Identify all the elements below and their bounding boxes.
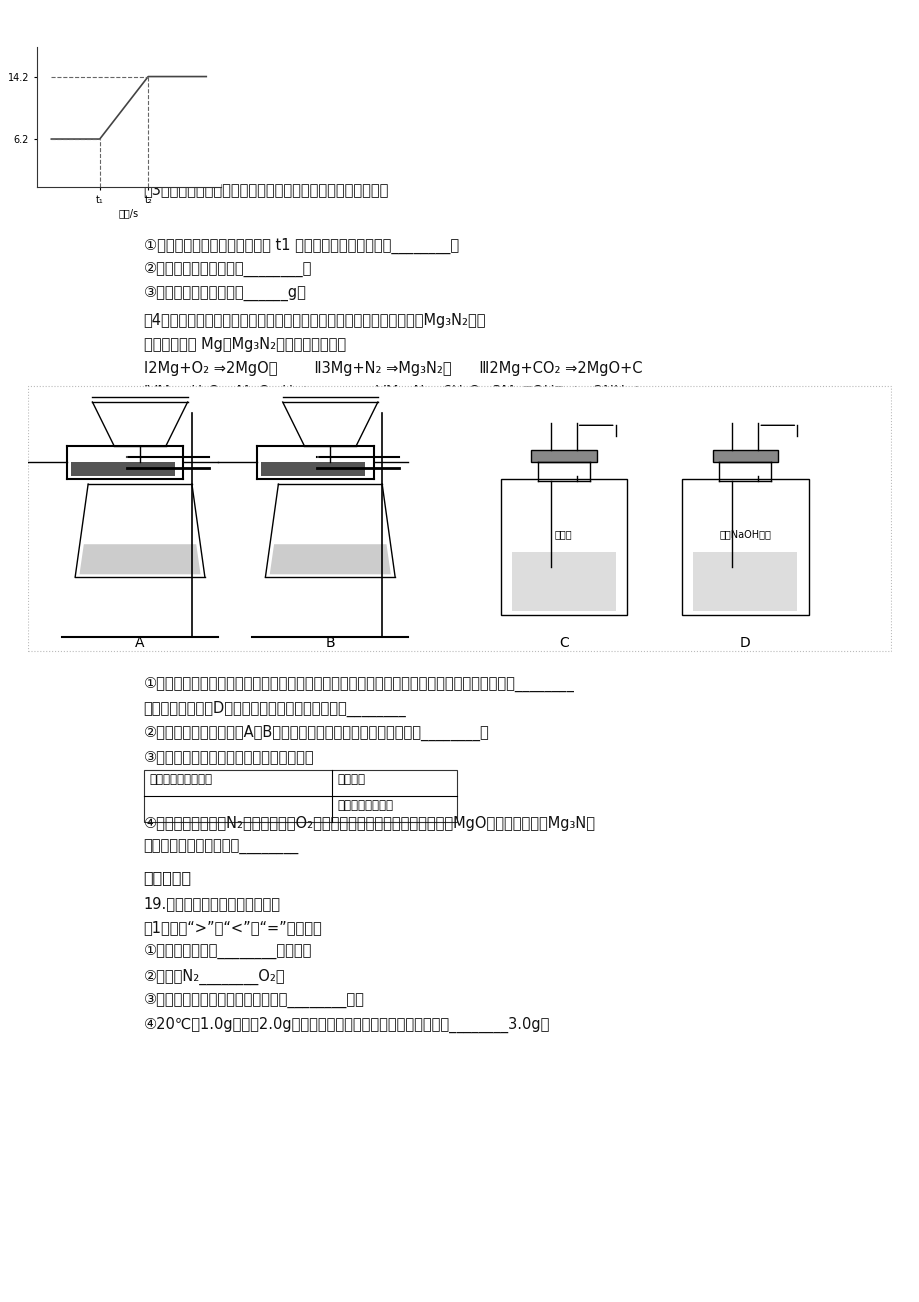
Text: ①从燃烧条件分析，固体质量在 t1 前没有发生变化的原因是________。: ①从燃烧条件分析，固体质量在 t1 前没有发生变化的原因是________。 (143, 237, 459, 254)
Text: ③参加反应的氧气质量为______g。: ③参加反应的氧气质量为______g。 (143, 285, 306, 301)
Text: ②通气后，如果同时点燃A、B装置的酒精灯，对实验结果有何影响？________。: ②通气后，如果同时点燃A、B装置的酒精灯，对实验结果有何影响？________。 (143, 725, 489, 741)
Text: ⅣMg+H₂O ⇒MgO+H₂↑              ⅤMg₃N₂+6H₂O=3Mg（OH）₂↓+2NH₃↑: ⅣMg+H₂O ⇒MgO+H₂↑ ⅤMg₃N₂+6H₂O=3Mg（OH）₂↓+2… (143, 385, 641, 400)
Text: 镁粉: 镁粉 (117, 449, 129, 460)
Text: ③设计一个实验，验证产物是否含氮化镁：: ③设计一个实验，验证产物是否含氮化镁： (143, 749, 313, 764)
Text: ②该反应的化学方程式为________。: ②该反应的化学方程式为________。 (143, 262, 312, 277)
Text: 实验操作和实验现象: 实验操作和实验现象 (149, 773, 212, 786)
Text: Ⅰ2Mg+O₂ ⇒2MgO；        Ⅱ3Mg+N₂ ⇒Mg₃N₂；      Ⅲ2Mg+CO₂ ⇒2MgO+C: Ⅰ2Mg+O₂ ⇒2MgO； Ⅱ3Mg+N₂ ⇒Mg₃N₂； Ⅲ2Mg+CO₂ … (143, 361, 641, 376)
Text: 鐵粉: 鐵粉 (307, 449, 319, 460)
Text: C: C (559, 635, 568, 650)
Text: 19.根据所学化学知识回答问题：: 19.根据所学化学知识回答问题： (143, 896, 280, 911)
Text: ④思维拓展：空气中N₂的含量远大于O₂的含量，而镁条在空气中燃烧生成的MgO的质量却远大于Mg₃N的: ④思维拓展：空气中N₂的含量远大于O₂的含量，而镁条在空气中燃烧生成的MgO的质… (143, 816, 595, 831)
Text: 产物中含有氮化镁: 产物中含有氮化镁 (337, 799, 393, 812)
Text: 实验中所用的装置和药品如图所示（镁粉、还原鐵粉均已干燥，装置内所发生的反应是完全的，整套装置: 实验中所用的装置和药品如图所示（镁粉、还原鐵粉均已干燥，装置内所发生的反应是完全… (143, 411, 546, 426)
Text: 五、综合题: 五、综合题 (143, 870, 191, 885)
FancyBboxPatch shape (28, 385, 890, 651)
X-axis label: 时间/s: 时间/s (119, 208, 139, 217)
FancyBboxPatch shape (143, 769, 457, 822)
Polygon shape (269, 544, 391, 574)
FancyBboxPatch shape (530, 450, 596, 462)
Text: 质量，请给出合理的解释________: 质量，请给出合理的解释________ (143, 840, 299, 855)
Text: ④20℃，1.0g硫粉在2.0g氧气中完全燃烧后生成的二氧化硫的质量________3.0g；: ④20℃，1.0g硫粉在2.0g氧气中完全燃烧后生成的二氧化硫的质量______… (143, 1017, 550, 1032)
Polygon shape (71, 462, 175, 477)
Text: 实验结论: 实验结论 (337, 773, 365, 786)
Text: 饱和NaOH溶液: 饱和NaOH溶液 (719, 529, 770, 539)
Text: （3）在氧气中点燃红磷的实验过程，固体质量变化如图所示。: （3）在氧气中点燃红磷的实验过程，固体质量变化如图所示。 (143, 182, 389, 198)
Text: （4）某学习小组拟在实验室里利用空气和镁粉为原料制取少量氮化镁（Mg₃N₂）。: （4）某学习小组拟在实验室里利用空气和镁粉为原料制取少量氮化镁（Mg₃N₂）。 (143, 312, 485, 328)
FancyBboxPatch shape (693, 552, 797, 611)
Text: ①连接并检查实验装置的气密性，实验开始时，将空气通入实验装置，则气流流经装置的顺序是________: ①连接并检查实验装置的气密性，实验开始时，将空气通入实验装置，则气流流经装置的顺… (143, 677, 573, 691)
Polygon shape (261, 462, 365, 477)
Text: A: A (135, 635, 144, 650)
Polygon shape (79, 544, 200, 574)
Text: 的末端与干燥管相连）。回答下列问题：: 的末端与干燥管相连）。回答下列问题： (143, 435, 301, 450)
FancyBboxPatch shape (500, 479, 626, 615)
Text: 浓硫酸: 浓硫酸 (554, 529, 572, 539)
Text: ②永点：N₂________O₂；: ②永点：N₂________O₂； (143, 969, 285, 984)
Text: ①质子数：氯离子________氯原子；: ①质子数：氯离子________氯原子； (143, 944, 312, 960)
FancyBboxPatch shape (511, 552, 615, 611)
Text: D: D (739, 635, 750, 650)
Text: B: B (325, 635, 335, 650)
Text: ③金属与稀盐酸反应的剧烈程度：镁________鐵；: ③金属与稀盐酸反应的剧烈程度：镁________鐵； (143, 992, 364, 1008)
FancyBboxPatch shape (711, 450, 777, 462)
Text: （1）请用“>”或“<”或“=”，填空。: （1）请用“>”或“<”或“=”，填空。 (143, 921, 322, 935)
FancyBboxPatch shape (682, 479, 808, 615)
Text: （填装置序号）。D装置中发生反应的化学方程式为________: （填装置序号）。D装置中发生反应的化学方程式为________ (143, 700, 406, 717)
Text: 查阅资料可知 Mg、Mg₃N₂能发生如下反应：: 查阅资料可知 Mg、Mg₃N₂能发生如下反应： (143, 337, 346, 352)
